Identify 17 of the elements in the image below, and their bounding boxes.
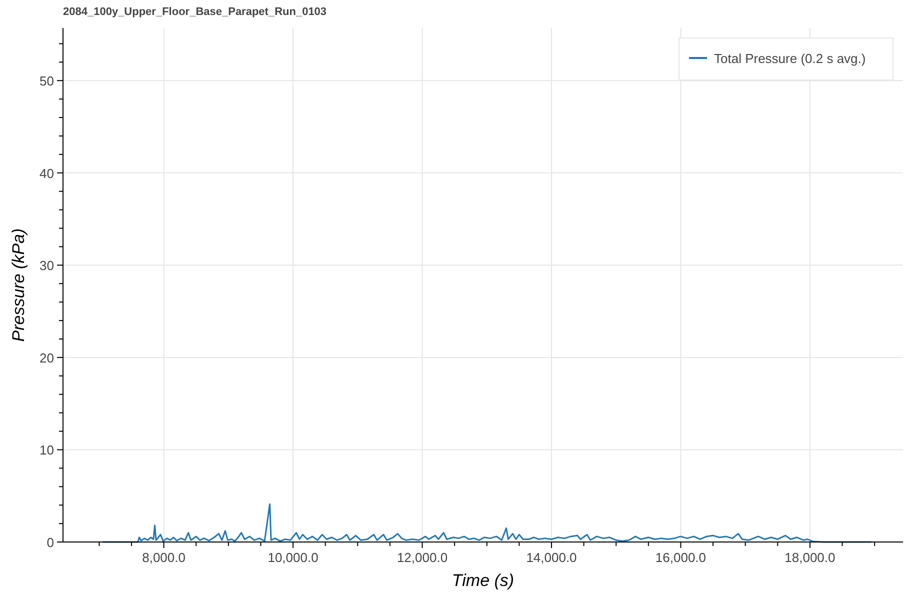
y-tick-label: 50 — [40, 74, 54, 89]
y-tick-label: 40 — [40, 166, 54, 181]
y-axis-title: Pressure (kPa) — [9, 228, 28, 342]
x-tick-label: 16,000.0 — [655, 550, 706, 565]
x-axis-title: Time (s) — [452, 571, 514, 590]
x-tick-label: 14,000.0 — [526, 550, 577, 565]
x-tick-label: 18,000.0 — [784, 550, 836, 565]
y-tick-label: 30 — [40, 258, 54, 274]
chart-title: 2084_100y_Upper_Floor_Base_Parapet_Run_0103 — [63, 6, 327, 18]
x-tick-label: 12,000.0 — [396, 550, 448, 565]
legend-label: Total Pressure (0.2 s avg.) — [714, 51, 866, 66]
y-tick-label: 10 — [40, 442, 54, 458]
y-tick-label: 0 — [46, 535, 54, 550]
x-tick-label: 8,000.0 — [142, 550, 186, 565]
y-tick-label: 20 — [40, 350, 54, 366]
x-tick-label: 10,000.0 — [268, 550, 318, 565]
line-series — [102, 503, 872, 543]
